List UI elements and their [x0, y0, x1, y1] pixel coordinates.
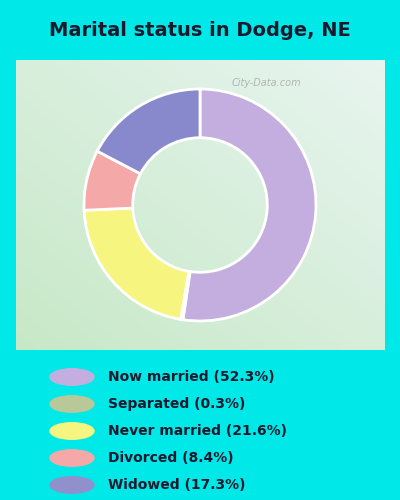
Text: Never married (21.6%): Never married (21.6%) — [108, 424, 287, 438]
Circle shape — [50, 477, 94, 493]
Text: Separated (0.3%): Separated (0.3%) — [108, 397, 245, 411]
Wedge shape — [84, 208, 189, 320]
Wedge shape — [181, 272, 190, 320]
Wedge shape — [84, 151, 140, 210]
Text: City-Data.com: City-Data.com — [232, 78, 302, 88]
Text: Divorced (8.4%): Divorced (8.4%) — [108, 451, 234, 465]
Text: Marital status in Dodge, NE: Marital status in Dodge, NE — [49, 20, 351, 40]
Wedge shape — [183, 89, 316, 321]
Circle shape — [50, 369, 94, 385]
Circle shape — [50, 423, 94, 440]
Circle shape — [50, 450, 94, 466]
Text: Now married (52.3%): Now married (52.3%) — [108, 370, 275, 384]
Text: Widowed (17.3%): Widowed (17.3%) — [108, 478, 246, 492]
Wedge shape — [97, 89, 200, 174]
Circle shape — [50, 396, 94, 412]
